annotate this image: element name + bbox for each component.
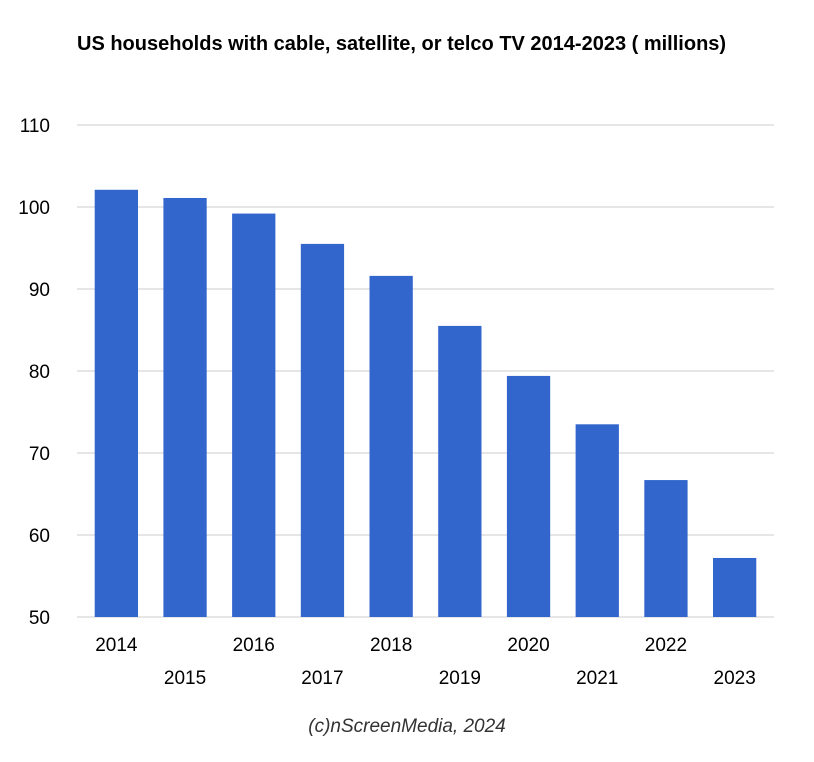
y-tick-label: 100 [18, 198, 50, 219]
y-tick-label: 70 [29, 444, 50, 465]
y-tick-label: 80 [29, 362, 50, 383]
bar-2014 [94, 189, 138, 617]
x-tick-label-2022: 2022 [645, 635, 687, 656]
x-tick-label-2014: 2014 [95, 635, 138, 656]
y-tick-label: 50 [29, 608, 50, 629]
bar-2018 [369, 275, 413, 617]
x-tick-label-2021: 2021 [576, 668, 618, 689]
bar-2023 [713, 557, 757, 617]
bar-2020 [506, 375, 551, 617]
y-tick-label: 60 [29, 526, 50, 547]
bar-2022 [644, 480, 688, 617]
chart-caption: (c)nScreenMedia, 2024 [308, 716, 506, 737]
x-tick-label-2015: 2015 [164, 668, 206, 689]
bar-2016 [232, 213, 276, 617]
bar-2017 [300, 243, 345, 617]
bars [94, 189, 757, 618]
x-tick-label-2023: 2023 [714, 668, 756, 689]
x-tick-label-2017: 2017 [301, 668, 343, 689]
chart-title: US households with cable, satellite, or … [77, 33, 727, 55]
x-tick-label-2016: 2016 [233, 635, 275, 656]
y-tick-label: 90 [29, 280, 50, 301]
x-tick-label-2019: 2019 [439, 668, 481, 689]
x-axis-tick-labels: 2014 2015 2016 2017 2018 2019 2020 2021 2022 2023 [95, 635, 756, 689]
bar-2021 [575, 424, 619, 617]
x-tick-label-2018: 2018 [370, 635, 412, 656]
bar-2019 [438, 325, 482, 617]
x-tick-label-2020: 2020 [507, 635, 549, 656]
y-axis-tick-labels: 50 60 70 80 90 100 110 [18, 116, 50, 629]
y-tick-label: 110 [20, 116, 50, 137]
bar-2015 [163, 197, 207, 618]
